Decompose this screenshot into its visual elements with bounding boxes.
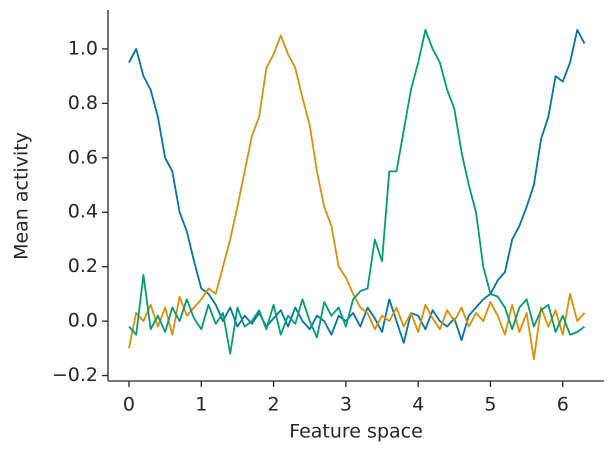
- y-tick-label: 1.0: [68, 37, 98, 59]
- line-series: [128, 28, 586, 355]
- line-series: [128, 34, 586, 361]
- y-tick-label: 0.6: [68, 146, 98, 168]
- x-tick-label: 6: [557, 394, 569, 416]
- x-axis-label: Feature space: [289, 421, 423, 443]
- y-tick-label: 0.2: [68, 255, 98, 277]
- x-tick-label: 0: [123, 394, 135, 416]
- y-tick-label: 0.8: [68, 92, 98, 114]
- line-series: [128, 28, 586, 344]
- y-tick-label: −0.2: [52, 364, 98, 386]
- x-tick-label: 5: [484, 394, 496, 416]
- x-tick-label: 3: [340, 394, 352, 416]
- y-tick-label: 0.4: [68, 201, 98, 223]
- x-tick-label: 4: [412, 394, 424, 416]
- y-tick-label: 0.0: [68, 310, 98, 332]
- y-axis-label: Mean activity: [11, 132, 33, 260]
- x-tick-label: 2: [268, 394, 280, 416]
- x-tick-label: 1: [195, 394, 207, 416]
